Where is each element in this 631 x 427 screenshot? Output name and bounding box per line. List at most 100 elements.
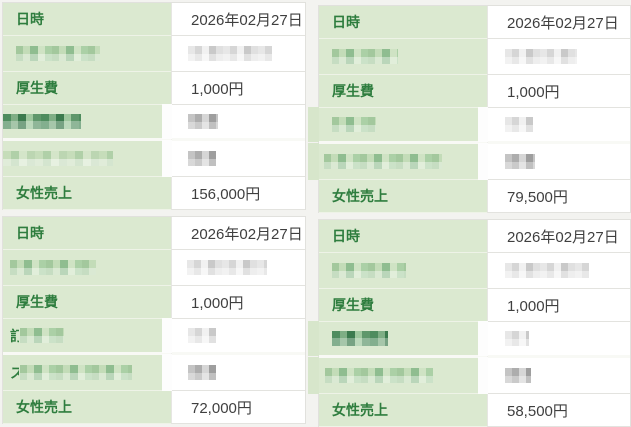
redacted-value (487, 253, 630, 289)
row-value: 2026年02月27日 (487, 220, 630, 253)
redacted-value (162, 354, 305, 391)
pixelated-redaction (3, 114, 81, 129)
row-label: 女性売上 (3, 177, 171, 210)
pixelated-redaction (20, 365, 132, 380)
table-row: 厚生費 1,000円 (319, 75, 630, 108)
report-card-bottom-left: 日時 2026年02月27日 厚生費 1,000円 訂 ス 女性売上 72, (2, 216, 306, 424)
row-value: 2026年02月27日 (171, 217, 305, 250)
redacted-value (171, 36, 305, 72)
redacted-label (308, 107, 487, 144)
pixelated-redaction (505, 368, 531, 383)
row-value: 2026年02月27日 (171, 3, 305, 36)
redacted-label (3, 105, 171, 141)
pixelated-redaction (505, 331, 529, 346)
row-label: 日時 (319, 220, 487, 253)
row-value: 58,500円 (487, 394, 630, 427)
row-value: 1,000円 (487, 75, 630, 108)
pixelated-redaction (20, 328, 64, 343)
redacted-value (478, 357, 630, 394)
pixelated-redaction (332, 117, 376, 132)
pixelated-redaction (505, 263, 589, 278)
row-value: 2026年02月27日 (487, 6, 630, 39)
table-row: 日時 2026年02月27日 (3, 217, 305, 250)
row-label: 女性売上 (319, 394, 487, 427)
pixelated-redaction (325, 368, 433, 383)
pixelated-redaction (505, 154, 535, 169)
report-card-top-right: 日時 2026年02月27日 厚生費 1,000円 女性売上 79,50 (308, 5, 631, 213)
pixelated-redaction (324, 154, 442, 169)
table-row: 日時 2026年02月27日 (319, 6, 630, 39)
table-row-redacted (308, 321, 630, 358)
row-label: 女性売上 (319, 180, 487, 213)
table-row-redacted (3, 250, 305, 286)
redacted-label (3, 36, 171, 72)
pixelated-redaction (505, 117, 533, 132)
table-row: 厚生費 1,000円 (3, 286, 305, 319)
table-row: 日時 2026年02月27日 (3, 3, 305, 36)
pixelated-redaction (16, 46, 100, 61)
redacted-value (478, 321, 630, 358)
redacted-label (308, 357, 487, 394)
table-row-redacted (319, 253, 630, 289)
left-column: 日時 2026年02月27日 厚生費 1,000円 女性売上 156,0 (2, 2, 306, 424)
pixelated-redaction (3, 151, 113, 166)
pixelated-redaction (332, 49, 398, 64)
row-label: 日時 (319, 6, 487, 39)
table-row-redacted: 訂 (3, 318, 305, 355)
table-row: 女性売上 72,000円 (3, 391, 305, 424)
table-row-redacted (308, 143, 630, 180)
row-label: 日時 (3, 3, 171, 36)
row-label: 厚生費 (3, 286, 171, 319)
redacted-value (487, 39, 630, 75)
pixelated-redaction (188, 365, 216, 380)
table-row: 厚生費 1,000円 (3, 72, 305, 105)
redacted-value (478, 143, 630, 180)
pixelated-redaction (332, 263, 406, 278)
pixelated-redaction (10, 260, 96, 275)
redacted-label (308, 143, 487, 180)
clipped-label-fragment: ス (10, 364, 19, 381)
table-row: 日時 2026年02月27日 (319, 220, 630, 253)
row-label: 厚生費 (319, 289, 487, 322)
row-value: 1,000円 (171, 286, 305, 319)
pixelated-redaction (188, 46, 272, 61)
row-value: 1,000円 (487, 289, 630, 322)
table-row: 厚生費 1,000円 (319, 289, 630, 322)
table-row-redacted (308, 107, 630, 144)
table-row: 女性売上 156,000円 (3, 177, 305, 210)
table-row-redacted: ス (3, 354, 305, 391)
redacted-label (319, 253, 487, 289)
right-column: 日時 2026年02月27日 厚生費 1,000円 女性売上 79,50 (308, 5, 631, 427)
redacted-label (319, 39, 487, 75)
redacted-label (3, 141, 171, 177)
redacted-value (162, 318, 305, 355)
row-label: 女性売上 (3, 391, 171, 424)
row-label: 厚生費 (3, 72, 171, 105)
pixelated-redaction (332, 331, 388, 346)
redacted-label (308, 321, 487, 358)
row-label: 厚生費 (319, 75, 487, 108)
pixelated-redaction (187, 260, 267, 275)
row-value: 1,000円 (171, 72, 305, 105)
row-value: 72,000円 (171, 391, 305, 424)
pixelated-redaction (505, 49, 577, 64)
report-card-bottom-right: 日時 2026年02月27日 厚生費 1,000円 女性売上 58,50 (308, 219, 631, 427)
table-row-redacted (319, 39, 630, 75)
table-row: 女性売上 79,500円 (319, 180, 630, 213)
report-card-top-left: 日時 2026年02月27日 厚生費 1,000円 女性売上 156,0 (2, 2, 306, 210)
redacted-value (171, 250, 305, 286)
pixelated-redaction (188, 151, 216, 166)
table-row-redacted (3, 140, 305, 177)
row-value: 79,500円 (487, 180, 630, 213)
row-label: 日時 (3, 217, 171, 250)
redacted-value (162, 104, 305, 141)
redacted-value (478, 107, 630, 144)
redacted-value (162, 140, 305, 177)
table-row-redacted (3, 104, 305, 141)
table-row: 女性売上 58,500円 (319, 394, 630, 427)
table-row-redacted (3, 36, 305, 72)
pixelated-redaction (188, 328, 216, 343)
redacted-label: ス (3, 355, 171, 391)
table-row-redacted (308, 357, 630, 394)
